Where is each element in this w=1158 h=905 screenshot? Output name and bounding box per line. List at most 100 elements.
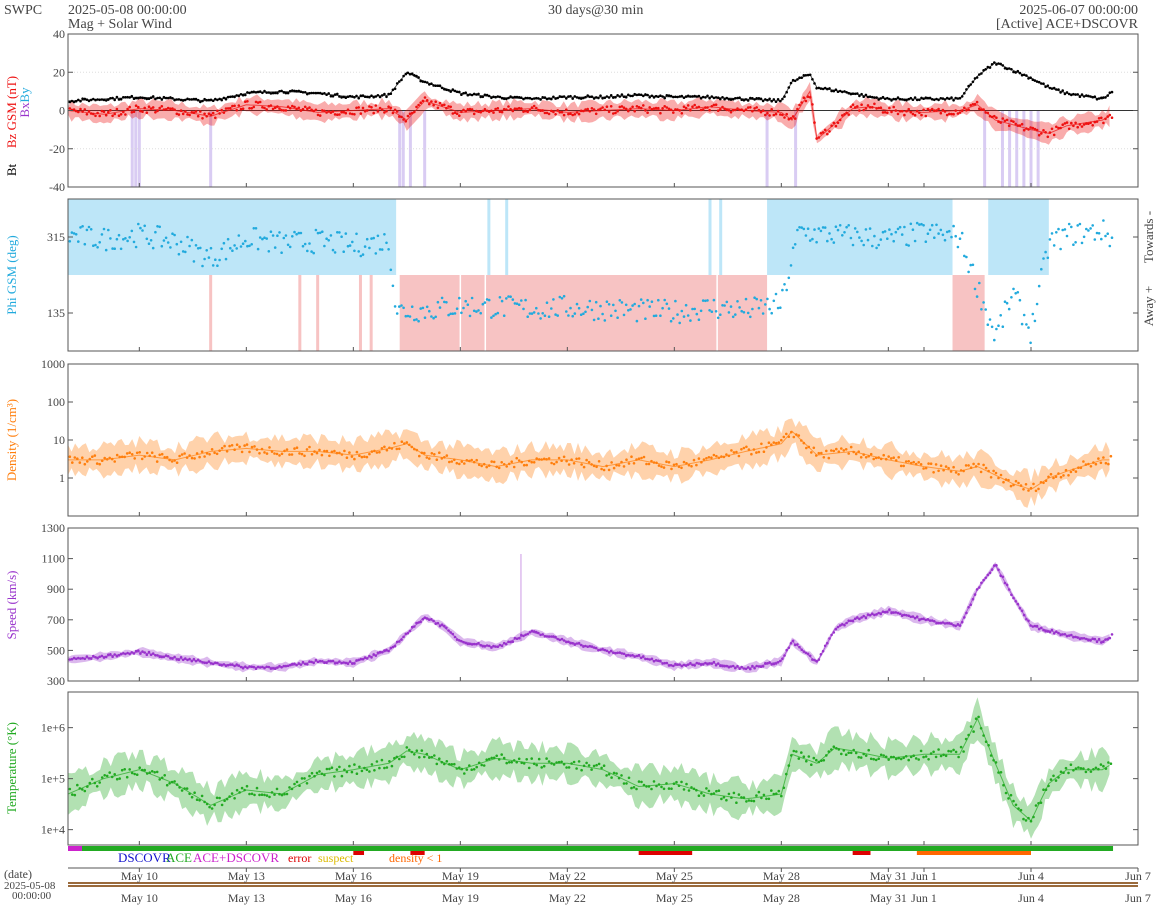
bt-points-point [203, 97, 206, 101]
phi-points-point [667, 307, 671, 310]
temperature-points-point [745, 800, 748, 803]
bt-points-point [582, 96, 585, 100]
phi-points-point [1104, 234, 1107, 238]
bz-points-point [1087, 122, 1090, 125]
temperature-points-point [912, 754, 915, 757]
bz-points-point [802, 96, 806, 99]
density-points-point [775, 441, 778, 445]
density-points-point [125, 452, 129, 455]
bz-points-point [577, 112, 581, 116]
date-axis-label: (date) [4, 867, 32, 881]
temperature-points-point [453, 762, 456, 766]
phi-points-point [173, 233, 176, 237]
bt-points-point [400, 78, 403, 82]
phi-points-point [740, 309, 743, 313]
bt-points-point [635, 93, 639, 97]
temperature-points-point [877, 757, 880, 760]
phi-points-point [911, 228, 915, 231]
bt-points-point [252, 90, 256, 94]
bz-points-point [601, 106, 604, 109]
density-points-point [333, 449, 336, 453]
end-time: 2025-06-07 00:00:00 [1019, 3, 1138, 18]
density-points-point [540, 458, 543, 461]
speed-points-point [301, 660, 305, 664]
temperature-points-point [328, 767, 331, 771]
speed-points-point [605, 649, 609, 653]
density-points-point [200, 450, 204, 454]
bz-points-point [295, 107, 298, 111]
density-points-point [270, 450, 274, 453]
bt-points-point [785, 90, 788, 94]
speed-points-point [130, 651, 134, 654]
speed-points-point [1110, 633, 1114, 636]
bt-points-point [83, 97, 87, 101]
speed-points-point [464, 641, 468, 645]
temperature-points-point [507, 761, 511, 764]
bt-points-point [652, 96, 656, 99]
bz-points-point [928, 109, 932, 112]
bt-points-point [314, 91, 318, 95]
speed-points-point [539, 633, 542, 637]
bt-points-point [612, 96, 615, 99]
temperature-points-point [203, 800, 206, 804]
speed-points-point [85, 655, 89, 658]
temperature-points-point [345, 770, 349, 774]
temperature-points-point [95, 785, 99, 788]
legend-error: error [288, 851, 311, 865]
bt-points-point [800, 76, 803, 79]
bz-points-point [327, 110, 331, 113]
density-points-point [770, 443, 773, 447]
density-points-point [480, 464, 484, 468]
speed-points-point [517, 637, 521, 640]
bz-points-point [864, 107, 868, 110]
temperature-points-point [807, 755, 811, 758]
phi-points-point [1031, 312, 1035, 316]
temperature-points-point [565, 766, 568, 769]
speed-points-point [126, 651, 129, 655]
bt-points-point [378, 95, 382, 99]
bz-points-point [1014, 122, 1017, 126]
phi-points-point [821, 226, 825, 229]
phi-points-point [791, 246, 795, 250]
temperature-points-point [667, 787, 671, 790]
temperature-trace [67, 717, 1110, 822]
density-points-point [340, 453, 344, 456]
bt-points-point [248, 91, 251, 95]
speed-points-point [736, 664, 739, 668]
bt-points-point [975, 76, 979, 79]
phi-points-point [329, 234, 333, 237]
density-points-point [670, 467, 673, 471]
phi-points-point [928, 228, 932, 232]
bt-points-point [190, 98, 194, 101]
bz-points-point [261, 106, 264, 109]
density-points-point [929, 462, 933, 466]
bz-points-point [229, 106, 232, 110]
phi-points-point [646, 298, 649, 302]
bz-points-point [888, 106, 891, 110]
density-points-point [185, 456, 189, 459]
speed-points-point [254, 667, 258, 670]
phi-points-point [365, 237, 369, 241]
phi-points-point [515, 302, 519, 306]
density-points-point [273, 452, 276, 455]
temperature-points-point [153, 771, 156, 774]
bt-points-point [468, 93, 472, 96]
density-points-point [872, 457, 875, 461]
bz-points-point [903, 113, 906, 117]
bt-points-point [460, 93, 463, 96]
bt-points-point [657, 95, 660, 98]
temperature-points-point [702, 794, 706, 797]
density-points-point [448, 460, 451, 464]
speed-points-point [481, 645, 485, 648]
speed-points-point [1003, 581, 1007, 585]
phi-away-label: Away + [1141, 286, 1156, 326]
bz-points-point [650, 107, 654, 111]
bz-points-point [725, 108, 729, 112]
temperature-points-point [585, 761, 588, 765]
temperature-points-point [308, 774, 311, 778]
speed-points-point [492, 644, 495, 648]
bt-points-point [458, 90, 461, 94]
temperature-points-point [163, 774, 166, 777]
temperature-points-point [420, 749, 424, 752]
bt-points-point [793, 79, 797, 83]
